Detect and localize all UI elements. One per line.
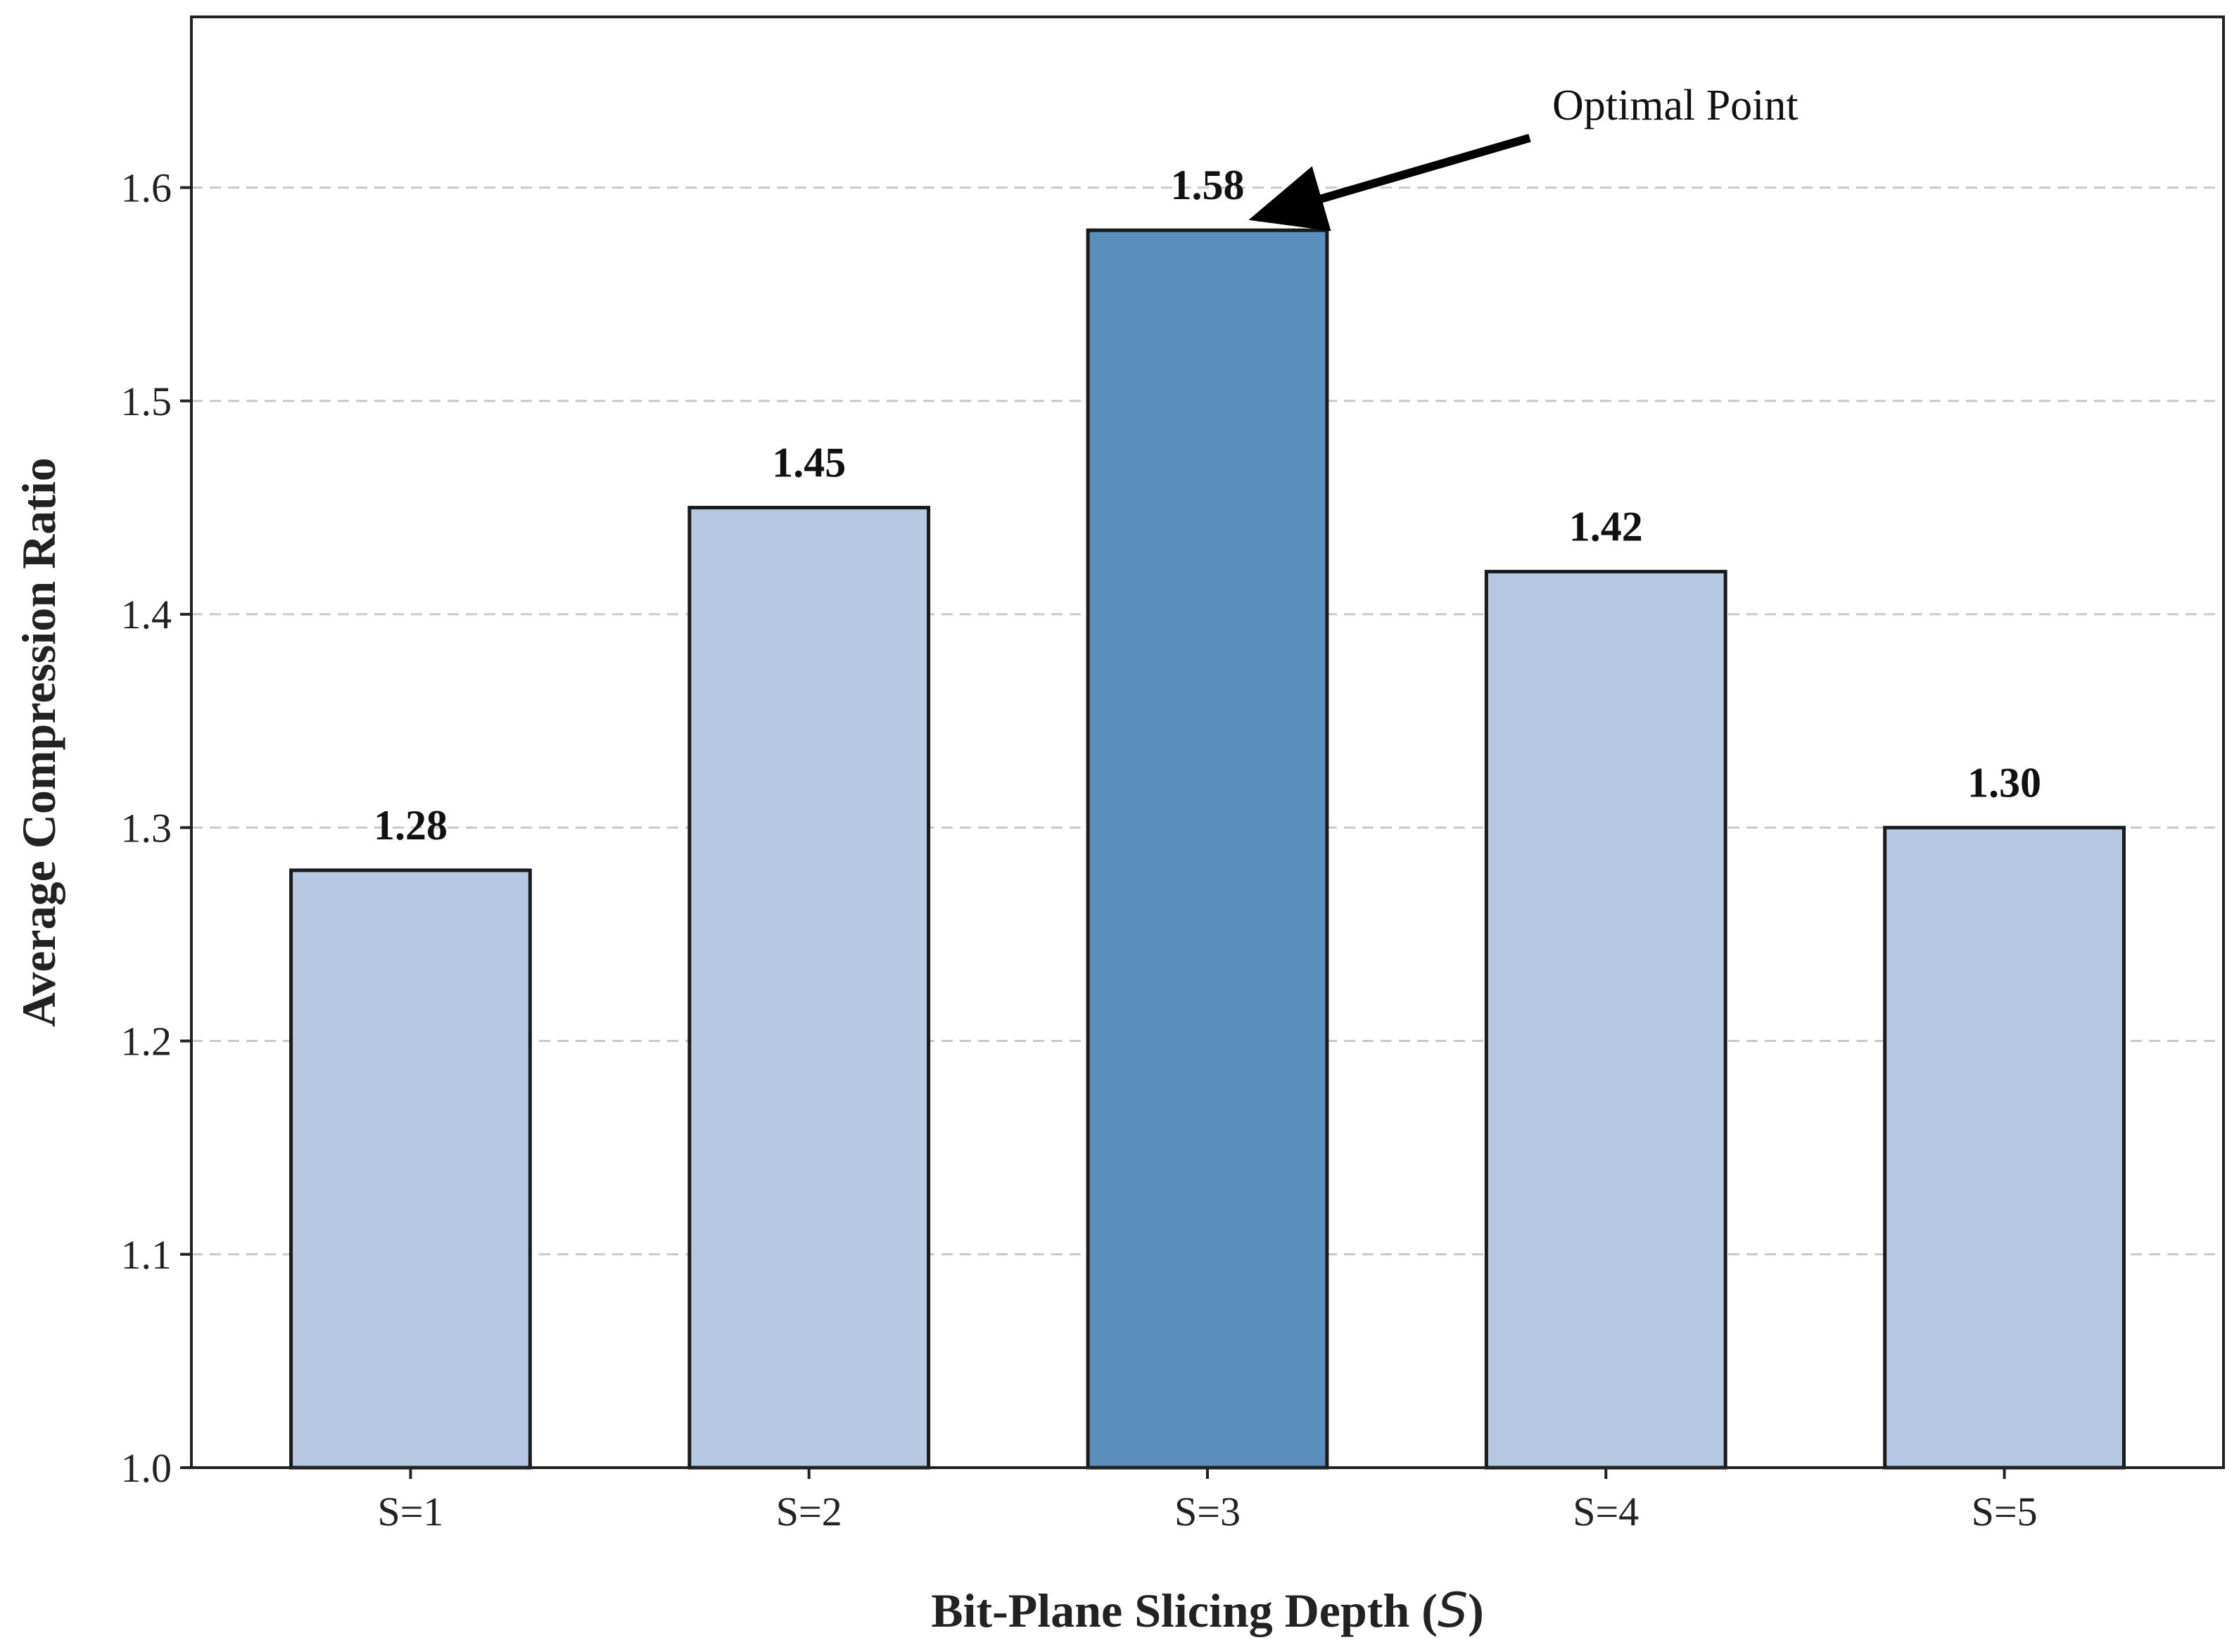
y-tick-label: 1.1 (121, 1232, 172, 1278)
y-axis-title: Average Compression Ratio (12, 457, 65, 1027)
x-tick-label: S=3 (1174, 1489, 1241, 1535)
x-tick-label: S=2 (776, 1489, 842, 1535)
y-tick-label: 1.4 (121, 592, 172, 637)
bars (289, 228, 2126, 1470)
x-tick-label: S=1 (377, 1489, 443, 1535)
y-tick-label: 1.3 (121, 805, 172, 851)
bar-s5 (1883, 825, 2126, 1470)
x-axis-title-suffix: ) (1468, 1584, 1484, 1637)
y-tick-label: 1.2 (121, 1019, 172, 1065)
value-label: 1.28 (374, 802, 448, 849)
x-axis-ticks: S=1 S=2 S=3 S=4 S=5 (377, 1468, 2038, 1535)
x-tick-label: S=4 (1573, 1489, 1639, 1535)
value-label: 1.58 (1171, 162, 1245, 208)
y-tick-label: 1.0 (121, 1445, 172, 1491)
annotation: Optimal Point (1248, 82, 1799, 231)
bar-s3 (1086, 228, 1329, 1470)
annotation-text: Optimal Point (1552, 82, 1799, 129)
annotation-arrow (1248, 134, 1531, 231)
y-axis-ticks: 1.0 1.1 1.2 1.3 1.4 1.5 1.6 (121, 165, 191, 1491)
bar-s1 (289, 868, 532, 1470)
x-axis-title: Bit-Plane Slicing Depth (S) (931, 1583, 1484, 1639)
value-label: 1.45 (772, 439, 846, 485)
x-axis-title-main: Bit-Plane Slicing Depth ( (931, 1584, 1438, 1637)
x-axis-title-var: S (1438, 1583, 1468, 1639)
y-tick-label: 1.6 (121, 165, 172, 211)
y-tick-label: 1.5 (121, 379, 172, 424)
bar-s4 (1484, 569, 1727, 1470)
value-label: 1.30 (1967, 759, 2041, 806)
bar-s2 (687, 505, 931, 1470)
value-label: 1.42 (1569, 503, 1643, 549)
x-tick-label: S=5 (1972, 1489, 2038, 1535)
value-labels: 1.28 1.45 1.58 1.42 1.30 (374, 162, 2041, 849)
